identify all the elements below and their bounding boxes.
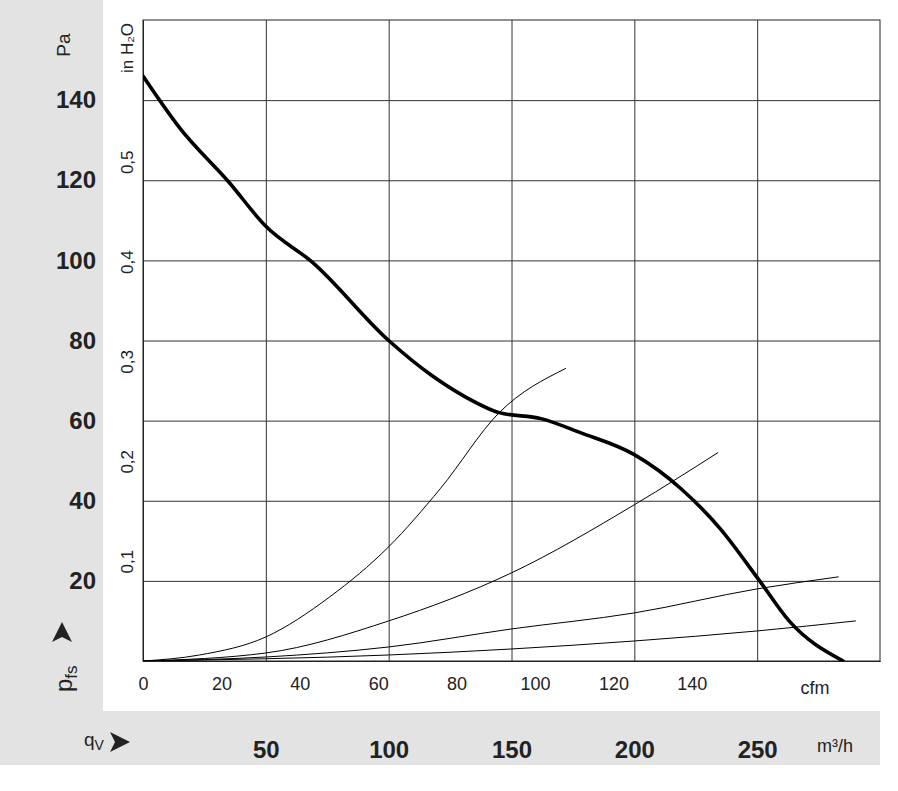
y2-tick-label: 0,5 [118,150,137,174]
bottom-panel [0,711,880,765]
y-label-main: p [50,679,77,692]
y2-tick-label: 0,2 [118,450,137,474]
x2-tick-label: 140 [677,674,707,694]
x-grid-line [266,20,267,661]
x2-tick: 40 [290,661,310,694]
y2-axis: 0,1 0,2 0,3 0,4 0,5 [118,21,144,662]
y-tick-label: 80 [69,327,96,354]
fan-curve [143,76,843,661]
x-title: m³/h [817,736,853,756]
x2-tick-label: 20 [212,674,232,694]
x2-axis-line [144,661,881,662]
y2-axis-line [143,21,144,662]
system-curve [143,369,566,661]
y2-tick: 0,4 [118,250,143,274]
curves [143,76,855,661]
y-tick: 40 [69,487,880,514]
x-grid-line [512,20,513,661]
y2-tick-label: 0,1 [118,550,137,574]
plot-frame [143,20,880,661]
y-tick-label: 60 [69,407,96,434]
x-tick: 200 [615,20,655,763]
y-axis: 20 40 60 80 100 120 140 [56,21,880,662]
y-label-sub: fs [62,665,81,678]
x2-tick-label: 60 [369,674,389,694]
y2-tick-label: 0,4 [118,250,137,274]
x-tick-label: 150 [492,736,532,763]
y2-title: in H₂O [118,23,137,73]
x2-tick: 140 [677,661,707,694]
x-tick-label: 200 [615,736,655,763]
y2-tick-label: 0,3 [118,350,137,374]
system-curve [143,621,855,661]
x-tick-label: 100 [369,736,409,763]
x-arrow [110,732,130,752]
x2-tick-label: 0 [138,674,148,694]
x2-tick: 20 [212,661,232,694]
x2-title: cfm [801,678,830,698]
x-tick: 100 [369,20,409,763]
y-tick: 140 [56,86,880,113]
y-arrow [52,622,72,642]
x-tick: 150 [492,20,532,763]
y-label: pfs [50,665,81,692]
x2-tick-label: 100 [520,674,550,694]
x-tick-label: 50 [253,736,280,763]
x2-tick-label: 120 [599,674,629,694]
chart: 20 40 60 80 100 120 140 50 100 150 200 250 0 20 40 60 80… [0,0,898,791]
x2-tick: 100 [520,661,550,694]
system-curve [143,453,718,661]
x-axis-line [144,661,881,662]
x-label: qV [84,729,105,753]
y-tick: 120 [56,166,880,193]
x2-tick-label: 40 [290,674,310,694]
y-title: Pa [53,33,74,57]
y2-tick: 0,2 [118,450,143,474]
x-grid-line [757,20,758,661]
y-tick-label: 100 [56,247,96,274]
y-axis-line [143,21,144,662]
y-tick-label: 140 [56,86,96,113]
x2-tick: 120 [599,661,629,694]
x2-tick-label: 80 [447,674,467,694]
y-tick: 100 [56,247,880,274]
x-label-sub: V [95,737,105,753]
system-curve [143,577,838,661]
x2-tick: 80 [447,661,467,694]
left-panel [0,0,103,711]
y2-tick: 0,3 [118,350,143,374]
x-tick: 250 [738,20,778,763]
y-tick-label: 40 [69,487,96,514]
x-label-main: q [84,729,95,750]
x2-tick: 60 [369,661,389,694]
x2-axis: 0 20 40 60 80 100 120 140 [138,661,880,694]
y2-tick: 0,5 [118,150,143,174]
y-tick: 60 [69,407,880,434]
y2-tick: 0,1 [118,550,143,574]
y-tick-label: 20 [69,567,96,594]
y-tick-label: 120 [56,166,96,193]
x2-tick: 0 [138,661,148,694]
x-grid-line [634,20,635,661]
y-tick: 80 [69,327,880,354]
x-axis: 50 100 150 200 250 [144,20,881,763]
x-tick-label: 250 [738,736,778,763]
